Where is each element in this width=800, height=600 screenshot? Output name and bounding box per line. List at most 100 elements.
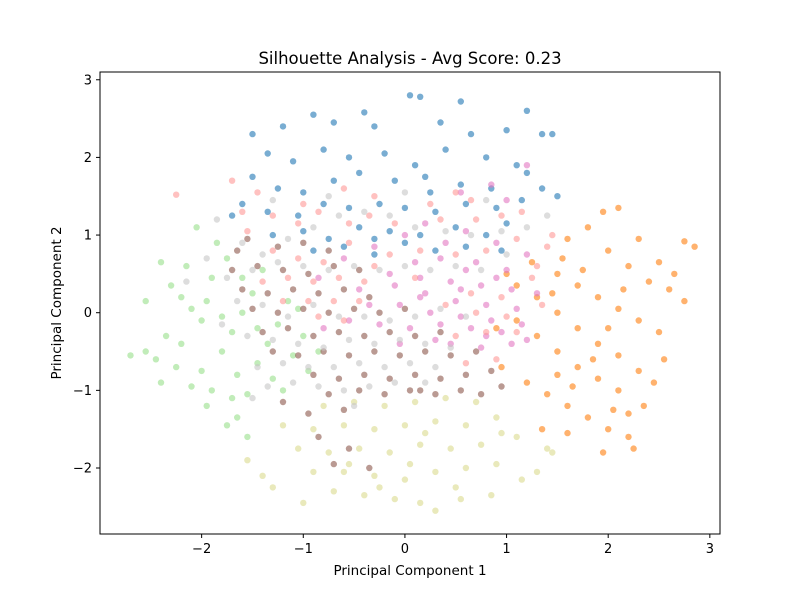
scatter-point <box>376 309 383 316</box>
scatter-point <box>310 371 317 378</box>
scatter-point <box>315 290 322 297</box>
scatter-point <box>559 255 566 262</box>
scatter-point <box>361 278 368 285</box>
scatter-point <box>615 387 622 394</box>
scatter-point <box>518 476 525 483</box>
y-tick-label: −2 <box>73 462 92 477</box>
scatter-point <box>376 321 383 328</box>
scatter-point <box>447 278 454 285</box>
scatter-point <box>244 433 251 441</box>
scatter-point <box>228 328 236 336</box>
scatter-point <box>249 290 256 297</box>
scatter-point <box>218 348 226 355</box>
scatter-point <box>254 363 261 371</box>
scatter-point <box>549 231 556 239</box>
scatter-point <box>452 297 459 305</box>
scatter-point <box>508 286 515 293</box>
scatter-point <box>254 262 261 270</box>
scatter-point <box>472 309 480 316</box>
scatter-point <box>483 154 490 161</box>
scatter-point <box>422 348 429 355</box>
scatter-point <box>401 231 409 239</box>
scatter-point <box>315 274 322 281</box>
scatter-point <box>310 426 317 433</box>
scatter-point <box>371 235 378 243</box>
scatter-point <box>523 336 531 344</box>
scatter-point <box>264 340 271 347</box>
scatter-point <box>513 235 520 243</box>
scatter-point <box>411 224 419 231</box>
scatter-point <box>401 204 409 212</box>
scatter-point <box>472 259 480 266</box>
scatter-point <box>513 328 520 336</box>
scatter-point <box>264 290 271 297</box>
scatter-point <box>386 212 393 219</box>
y-tick-label: 3 <box>84 73 92 88</box>
scatter-point <box>564 235 571 243</box>
scatter-point <box>574 282 581 289</box>
scatter-point <box>239 200 246 208</box>
scatter-point <box>356 360 363 367</box>
scatter-point <box>411 259 419 266</box>
scatter-point <box>142 297 149 305</box>
scatter-point <box>259 251 266 258</box>
scatter-point <box>361 109 368 116</box>
scatter-point <box>452 189 459 196</box>
scatter-point <box>625 410 632 417</box>
scatter-point <box>376 266 383 274</box>
scatter-point <box>239 239 246 246</box>
scatter-point <box>666 286 673 293</box>
scatter-point <box>305 297 312 305</box>
scatter-point <box>234 414 241 421</box>
scatter-point <box>208 387 215 394</box>
scatter-point <box>366 212 373 219</box>
scatter-point <box>442 239 449 246</box>
scatter-point <box>498 228 505 235</box>
scatter-point <box>381 391 388 398</box>
scatter-point <box>340 422 348 429</box>
scatter-point <box>361 492 368 499</box>
scatter-point <box>274 309 282 316</box>
scatter-point <box>411 274 419 281</box>
scatter-point <box>625 262 632 270</box>
scatter-point <box>554 371 561 378</box>
scatter-point <box>442 301 449 309</box>
scatter-point <box>356 286 363 293</box>
scatter-point <box>513 317 520 324</box>
scatter-point <box>538 426 546 433</box>
scatter-point <box>396 301 403 309</box>
scatter-point <box>447 352 454 359</box>
scatter-point <box>183 278 190 285</box>
scatter-point <box>452 224 459 231</box>
scatter-point <box>467 196 475 204</box>
scatter-point <box>523 224 531 231</box>
scatter-point <box>462 371 470 378</box>
scatter-point <box>437 216 444 223</box>
scatter-point <box>218 313 226 320</box>
scatter-point <box>401 476 409 483</box>
scatter-point <box>457 286 464 293</box>
scatter-point <box>467 325 475 332</box>
scatter-point <box>279 387 287 394</box>
scatter-point <box>660 356 668 363</box>
scatter-point <box>406 325 414 332</box>
scatter-point <box>284 274 292 281</box>
scatter-point <box>503 251 510 258</box>
scatter-point <box>462 200 470 208</box>
scatter-point <box>259 278 266 285</box>
scatter-point <box>437 375 444 382</box>
scatter-point <box>427 200 434 208</box>
scatter-point <box>188 383 195 390</box>
scatter-point <box>544 445 551 452</box>
scatter-point <box>462 464 470 472</box>
scatter-point <box>315 208 322 215</box>
scatter-point <box>411 162 419 169</box>
scatter-point <box>432 391 439 398</box>
scatter-point <box>549 290 556 297</box>
points-layer <box>127 92 698 514</box>
scatter-point <box>655 328 663 336</box>
scatter-point <box>457 181 464 188</box>
scatter-point <box>345 239 353 246</box>
scatter-point <box>234 297 241 305</box>
